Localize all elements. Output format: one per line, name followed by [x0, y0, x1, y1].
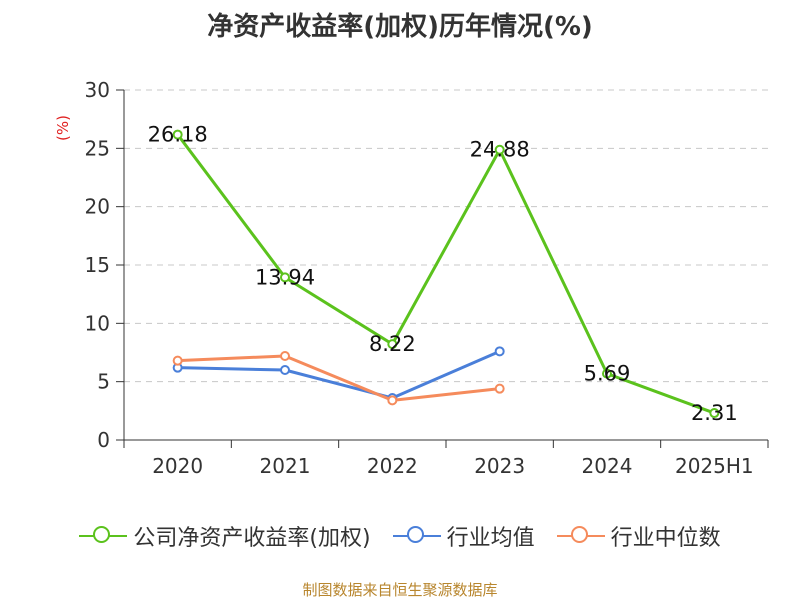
x-tick-label: 2020	[152, 454, 203, 478]
data-label: 13.94	[255, 265, 315, 289]
series-2	[172, 351, 505, 406]
data-labels: 26.18 13.94 8.22 24.88 5.69 2.31	[148, 123, 738, 425]
x-tick-label: 2022	[367, 454, 418, 478]
series-line	[177, 349, 501, 400]
legend-swatch	[79, 525, 128, 547]
data-label: 8.22	[369, 332, 416, 356]
source-note: 制图数据来自恒生聚源数据库	[302, 581, 498, 599]
legend-item: 行业均值	[392, 520, 535, 552]
data-label: 2.31	[691, 401, 738, 425]
data-point	[280, 365, 290, 375]
data-label: 26.18	[148, 123, 208, 147]
data-point	[387, 395, 398, 406]
legend: 公司净资产收益率(加权) 行业均值 行业中位数	[0, 520, 800, 552]
y-tick-label: 0	[97, 428, 110, 452]
data-point	[172, 355, 183, 366]
data-point	[602, 368, 612, 379]
data-point	[387, 339, 398, 350]
y-axis-label: (%)	[54, 115, 72, 141]
chart-title: 净资产收益率(加权)历年情况(%)	[207, 12, 593, 42]
series-line	[176, 133, 715, 415]
data-point	[280, 272, 290, 283]
data-point	[172, 129, 183, 140]
legend-swatch	[556, 525, 605, 547]
data-label: 24.88	[470, 138, 530, 162]
y-tick-labels: 0 5 10 15 20 25 30	[85, 78, 110, 452]
data-point	[280, 351, 290, 361]
legend-item: 公司净资产收益率(加权)	[79, 520, 371, 552]
y-tick-label: 30	[85, 78, 110, 102]
data-label: 5.69	[584, 362, 631, 386]
x-tick-label: 2021	[260, 454, 311, 478]
y-tick-label: 25	[85, 136, 110, 160]
y-tick-label: 15	[85, 253, 110, 277]
legend-label: 行业均值	[446, 526, 535, 551]
data-point	[494, 346, 505, 357]
data-point	[709, 408, 720, 419]
x-tick-label: 2024	[582, 454, 633, 478]
x-tick-labels: 2020 2021 2022 2023 2024 2025H1	[123, 440, 769, 478]
x-tick-label: 2025H1	[675, 454, 754, 478]
legend-swatch	[392, 525, 441, 547]
series-line	[177, 354, 500, 402]
legend-item: 行业中位数	[556, 520, 721, 552]
series-0	[172, 129, 720, 419]
data-point	[494, 383, 505, 394]
legend-label: 行业中位数	[610, 526, 721, 551]
x-tick-label: 2023	[474, 454, 525, 478]
y-tick-label: 10	[85, 311, 110, 335]
y-tick-label: 5	[97, 370, 110, 394]
grid-lines	[116, 89, 768, 441]
series-layer	[172, 129, 720, 419]
legend-label: 公司净资产收益率(加权)	[133, 526, 371, 551]
y-tick-label: 20	[85, 195, 110, 219]
data-point	[494, 144, 505, 155]
